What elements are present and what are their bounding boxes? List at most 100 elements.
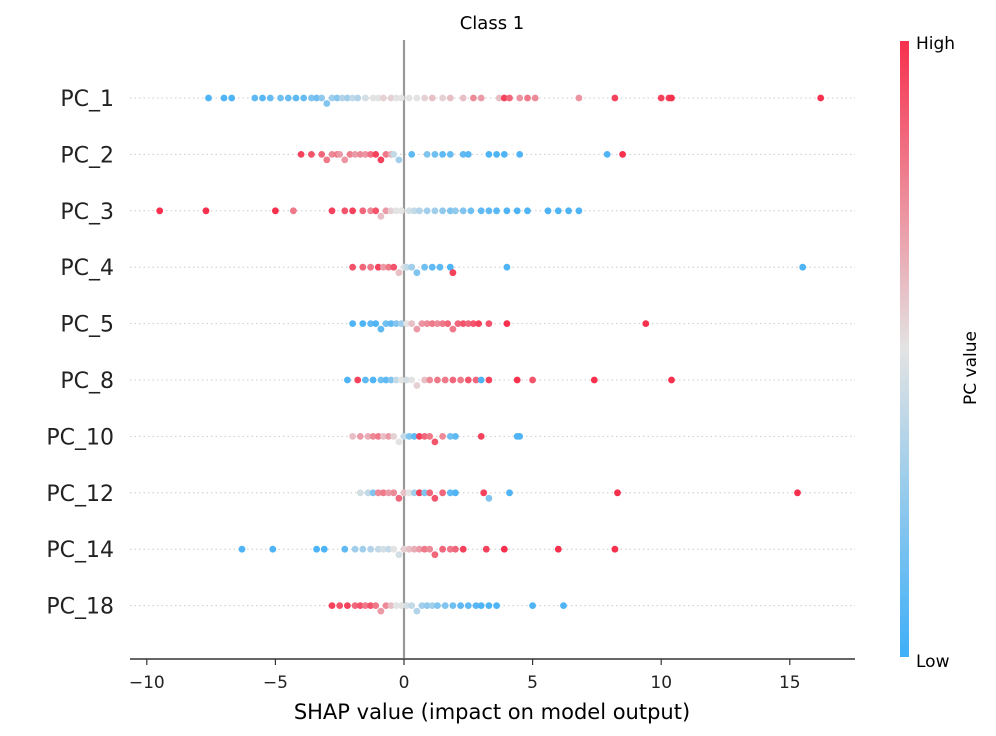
feature-label: PC_5 xyxy=(60,313,114,338)
shap-point-PC_1-43 xyxy=(612,95,619,102)
shap-point-PC_12-6 xyxy=(390,489,397,496)
shap-point-PC_2-2 xyxy=(318,151,325,158)
shap-point-PC_1-23 xyxy=(380,95,387,102)
shap-point-PC_18-14 xyxy=(408,602,415,609)
shap-point-PC_4-16 xyxy=(450,269,457,276)
shap-point-PC_8-17 xyxy=(457,377,464,384)
shap-point-PC_3-18 xyxy=(424,207,431,214)
shap-point-PC_8-20 xyxy=(478,377,485,384)
shap-point-PC_10-0 xyxy=(349,433,356,440)
shap-point-PC_12-19 xyxy=(486,495,493,502)
feature-label: PC_8 xyxy=(60,369,114,394)
shap-point-PC_4-18 xyxy=(799,264,806,271)
shap-point-PC_4-11 xyxy=(414,269,421,276)
shap-point-PC_12-18 xyxy=(480,489,487,496)
shap-point-PC_8-16 xyxy=(450,377,457,384)
shap-point-PC_1-41 xyxy=(532,95,539,102)
shap-point-PC_10-18 xyxy=(452,433,459,440)
shap-point-PC_14-11 xyxy=(390,546,397,553)
shap-point-PC_10-16 xyxy=(439,433,446,440)
shap-point-PC_1-47 xyxy=(817,95,824,102)
shap-point-PC_3-23 xyxy=(460,207,467,214)
shap-point-PC_8-18 xyxy=(465,377,472,384)
shap-point-PC_8-22 xyxy=(514,377,521,384)
shap-point-PC_3-17 xyxy=(416,207,423,214)
shap-point-PC_3-20 xyxy=(439,207,446,214)
shap-point-PC_4-14 xyxy=(437,264,444,271)
shap-point-PC_5-1 xyxy=(359,320,366,327)
shap-point-PC_14-2 xyxy=(313,546,320,553)
shap-point-PC_14-3 xyxy=(321,546,328,553)
shap-point-PC_1-38 xyxy=(506,95,513,102)
shap-point-PC_2-14 xyxy=(378,157,385,164)
feature-gridlines xyxy=(130,98,855,606)
shap-point-PC_8-23 xyxy=(529,377,536,384)
shap-point-PC_1-7 xyxy=(285,95,292,102)
shap-point-PC_14-4 xyxy=(341,546,348,553)
shap-point-PC_8-1 xyxy=(354,377,361,384)
shap-point-PC_3-25 xyxy=(478,207,485,214)
x-axis-ticks: −10 −5 0 5 10 15 xyxy=(129,659,801,693)
chart-title: Class 1 xyxy=(460,13,525,34)
shap-point-PC_14-0 xyxy=(239,546,246,553)
shap-point-PC_2-22 xyxy=(439,151,446,158)
shap-point-PC_3-2 xyxy=(272,207,279,214)
shap-point-PC_5-0 xyxy=(349,320,356,327)
shap-point-PC_18-22 xyxy=(457,602,464,609)
shap-point-PC_12-21 xyxy=(614,489,621,496)
shap-point-PC_3-33 xyxy=(565,207,572,214)
shap-point-PC_14-24 xyxy=(483,546,490,553)
shap-point-PC_18-7 xyxy=(372,602,379,609)
shap-point-PC_4-13 xyxy=(429,264,436,271)
shap-point-PC_8-15 xyxy=(442,377,449,384)
shap-point-PC_1-46 xyxy=(668,95,675,102)
shap-point-PC_1-12 xyxy=(318,95,325,102)
shap-point-PC_1-42 xyxy=(576,95,583,102)
shap-point-PC_1-40 xyxy=(524,95,531,102)
shap-point-PC_4-17 xyxy=(504,264,511,271)
shap-point-PC_14-26 xyxy=(555,546,562,553)
shap-point-PC_3-34 xyxy=(576,207,583,214)
shap-point-PC_1-0 xyxy=(205,95,212,102)
shap-point-PC_18-1 xyxy=(336,602,343,609)
shap-point-PC_3-1 xyxy=(203,207,210,214)
shap-point-PC_18-19 xyxy=(434,602,441,609)
shap-point-PC_18-8 xyxy=(378,608,385,615)
shap-point-PC_3-4 xyxy=(329,207,336,214)
x-tick-label: 10 xyxy=(650,673,672,693)
feature-label: PC_3 xyxy=(60,200,114,225)
shap-point-PC_14-19 xyxy=(432,551,439,558)
shap-point-PC_14-18 xyxy=(426,546,433,553)
shap-point-PC_2-26 xyxy=(486,151,493,158)
shap-point-PC_18-0 xyxy=(329,602,336,609)
shap-point-PC_10-1 xyxy=(357,433,364,440)
shap-point-PC_5-10 xyxy=(408,320,415,327)
shap-point-PC_1-28 xyxy=(414,95,421,102)
colorbar-title: PC value xyxy=(961,331,981,405)
x-tick-label: 5 xyxy=(527,673,538,693)
shap-point-PC_12-22 xyxy=(794,489,801,496)
shap-point-PC_18-29 xyxy=(560,602,567,609)
shap-point-PC_3-27 xyxy=(493,207,500,214)
shap-point-PC_4-1 xyxy=(359,264,366,271)
shap-point-PC_10-15 xyxy=(432,439,439,446)
shap-point-PC_3-30 xyxy=(524,207,531,214)
shap-point-PC_1-4 xyxy=(259,95,266,102)
shap-point-PC_1-35 xyxy=(478,95,485,102)
shap-point-PC_8-21 xyxy=(486,377,493,384)
shap-point-PC_4-2 xyxy=(367,264,374,271)
shap-point-PC_3-5 xyxy=(341,207,348,214)
shap-point-PC_1-3 xyxy=(251,95,258,102)
shap-point-PC_3-14 xyxy=(398,207,405,214)
shap-point-PC_12-13 xyxy=(426,489,433,496)
shap-point-PC_2-7 xyxy=(341,157,348,164)
shap-point-PC_10-7 xyxy=(390,433,397,440)
shap-point-PC_1-44 xyxy=(658,95,665,102)
x-tick-label: 15 xyxy=(779,673,801,693)
shap-point-PC_5-18 xyxy=(450,326,457,333)
shap-point-PC_18-27 xyxy=(493,602,500,609)
shap-point-PC_4-0 xyxy=(349,264,356,271)
shap-point-PC_1-32 xyxy=(447,95,454,102)
shap-point-PC_1-39 xyxy=(516,95,523,102)
shap-point-PC_2-20 xyxy=(424,151,431,158)
